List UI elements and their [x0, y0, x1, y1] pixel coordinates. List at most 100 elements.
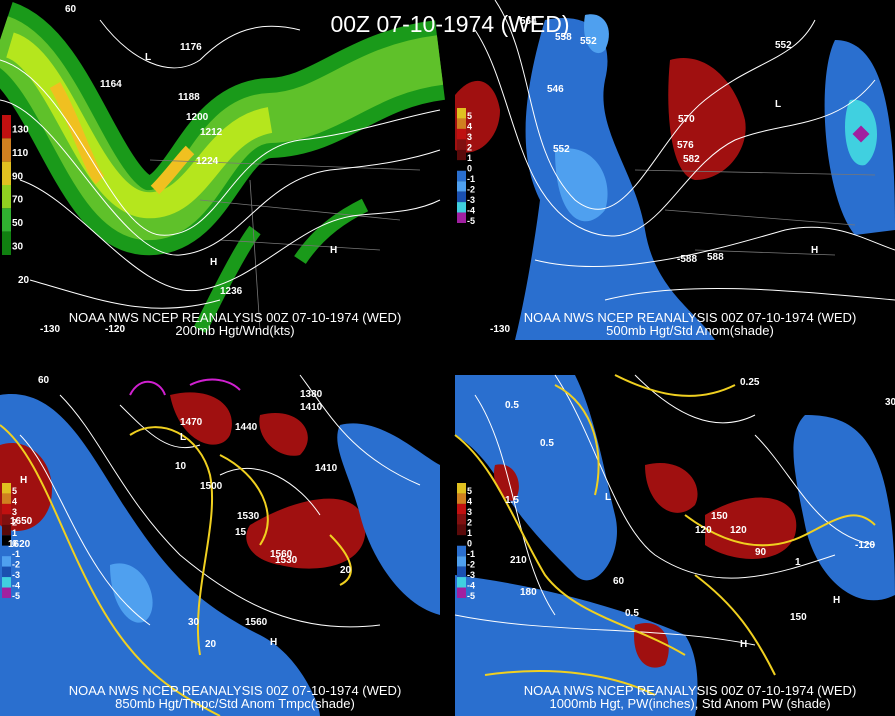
contour-label: 582	[683, 154, 700, 165]
source-caption: NOAA NWS NCEP REANALYSIS 00Z 07-10-1974 …	[69, 310, 402, 325]
legend-swatch	[457, 524, 466, 536]
legend-label: 130	[12, 125, 29, 136]
contour-label: 1560	[245, 617, 268, 628]
legend-swatch	[2, 161, 11, 185]
legend-label: 90	[12, 171, 24, 182]
legend-label: 1	[12, 528, 17, 538]
legend-swatch	[457, 577, 466, 588]
legend-swatch	[457, 149, 466, 161]
legend-swatch	[457, 202, 466, 213]
legend-swatch	[2, 566, 11, 578]
legend-swatch	[2, 231, 11, 255]
panel-1000mb: NOAA NWS NCEP REANALYSIS 00Z 07-10-1974 …	[454, 374, 895, 716]
legend-swatch	[457, 514, 466, 525]
legend-label: 50	[12, 218, 24, 229]
legend-swatch	[457, 118, 466, 129]
legend-swatch	[457, 181, 466, 192]
legend-swatch	[2, 208, 11, 232]
contour-label: 1200	[186, 112, 209, 123]
legend-swatch	[2, 556, 11, 567]
legend-label: -4	[12, 580, 20, 590]
legend-label: 5	[12, 486, 17, 496]
product-caption: 500mb Hgt/Std Anom(shade)	[606, 323, 774, 338]
legend-label: -2	[467, 559, 475, 569]
legend-label: -4	[467, 205, 475, 215]
legend-label: 4	[12, 497, 17, 507]
legend-swatch	[457, 212, 466, 223]
legend-label: -5	[12, 591, 20, 601]
legend-label: 4	[467, 497, 472, 507]
legend-label: 0	[467, 164, 472, 174]
contour-label: 120	[730, 525, 747, 536]
legend-label: 2	[467, 143, 472, 153]
contour-label: 180	[520, 587, 537, 598]
legend-swatch	[457, 556, 466, 567]
legend-swatch	[2, 138, 11, 162]
legend-swatch	[457, 587, 466, 598]
product-caption: 1000mb Hgt, PW(inches), Std Anom PW (sha…	[549, 696, 830, 711]
legend-swatch	[457, 160, 466, 171]
panel-850mb: NOAA NWS NCEP REANALYSIS 00Z 07-10-1974 …	[0, 374, 440, 716]
contour-label: 30	[188, 617, 200, 628]
contour-label: 1188	[178, 92, 200, 103]
legend-label: 70	[12, 195, 24, 206]
legend-label: -3	[12, 570, 20, 580]
legend-swatch	[2, 587, 11, 598]
axis-label: -130	[490, 324, 510, 335]
contour-label: 1	[795, 557, 801, 568]
contour-label: H	[330, 245, 337, 256]
contour-label: 20	[340, 565, 352, 576]
contour-label: 570	[678, 114, 695, 125]
product-caption: 200mb Hgt/Wnd(kts)	[175, 323, 294, 338]
contour-label: 10	[175, 461, 187, 472]
source-caption: NOAA NWS NCEP REANALYSIS 00Z 07-10-1974 …	[524, 683, 857, 698]
legend-swatch	[457, 191, 466, 203]
legend-swatch	[457, 566, 466, 578]
contour-label: 1530	[275, 555, 298, 566]
contour-label: 1530	[237, 511, 260, 522]
contour-label: 1176	[180, 42, 202, 53]
legend-label: -1	[467, 174, 475, 184]
contour-label: 20	[205, 639, 217, 650]
legend-swatch	[2, 535, 11, 546]
legend-label: 0	[467, 539, 472, 549]
contour-label: H	[210, 257, 217, 268]
legend-label: -1	[467, 549, 475, 559]
legend-label: -3	[467, 570, 475, 580]
legend-swatch	[2, 514, 11, 525]
contour-label: 0.5	[540, 438, 554, 449]
legend-swatch	[457, 483, 466, 494]
legend-label: 2	[12, 518, 17, 528]
contour-label: -588	[677, 254, 697, 265]
legend-swatch	[457, 535, 466, 546]
legend-label: 3	[12, 507, 17, 517]
legend-label: 0	[12, 539, 17, 549]
contour-label: 552	[580, 36, 597, 47]
contour-label: 120	[695, 525, 712, 536]
contour-label: L	[145, 52, 151, 63]
legend-label: -4	[467, 580, 475, 590]
legend-label: 3	[467, 507, 472, 517]
legend-label: 5	[467, 486, 472, 496]
contour-label: 564	[520, 16, 537, 27]
contour-label: 1224	[196, 156, 219, 167]
contour-label: 546	[547, 84, 564, 95]
axis-label: 60	[38, 375, 50, 386]
legend-swatch	[457, 493, 466, 504]
contour-label: 576	[677, 140, 694, 151]
contour-label: 1560	[270, 549, 293, 560]
legend-label: -1	[12, 549, 20, 559]
legend-swatch	[457, 139, 466, 150]
legend-swatch	[2, 115, 11, 139]
contour-label: H	[740, 639, 747, 650]
contour-label: 0.5	[625, 608, 639, 619]
contour-label: 0.25	[740, 377, 760, 388]
legend-swatch	[457, 503, 466, 515]
contour-label: 60	[613, 576, 625, 587]
contour-label: 1620	[8, 539, 31, 550]
contour-label: 552	[775, 40, 792, 51]
product-caption: 850mb Hgt/Tmpc/Std Anom Tmpc(shade)	[115, 696, 355, 711]
contour-label: 15	[235, 527, 247, 538]
contour-label: L	[180, 432, 186, 443]
contour-label: 1440	[235, 422, 258, 433]
